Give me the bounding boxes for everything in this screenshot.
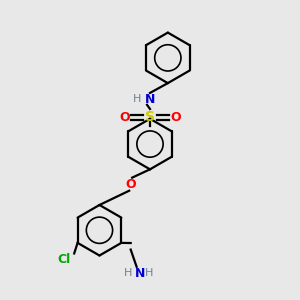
Text: Cl: Cl: [57, 254, 70, 266]
Text: H: H: [124, 268, 133, 278]
Text: N: N: [134, 267, 145, 280]
Text: S: S: [145, 110, 155, 124]
Text: O: O: [119, 111, 130, 124]
Text: N: N: [145, 93, 155, 106]
Text: O: O: [170, 111, 181, 124]
Text: O: O: [125, 178, 136, 191]
Text: H: H: [145, 268, 153, 278]
Text: H: H: [133, 94, 141, 104]
